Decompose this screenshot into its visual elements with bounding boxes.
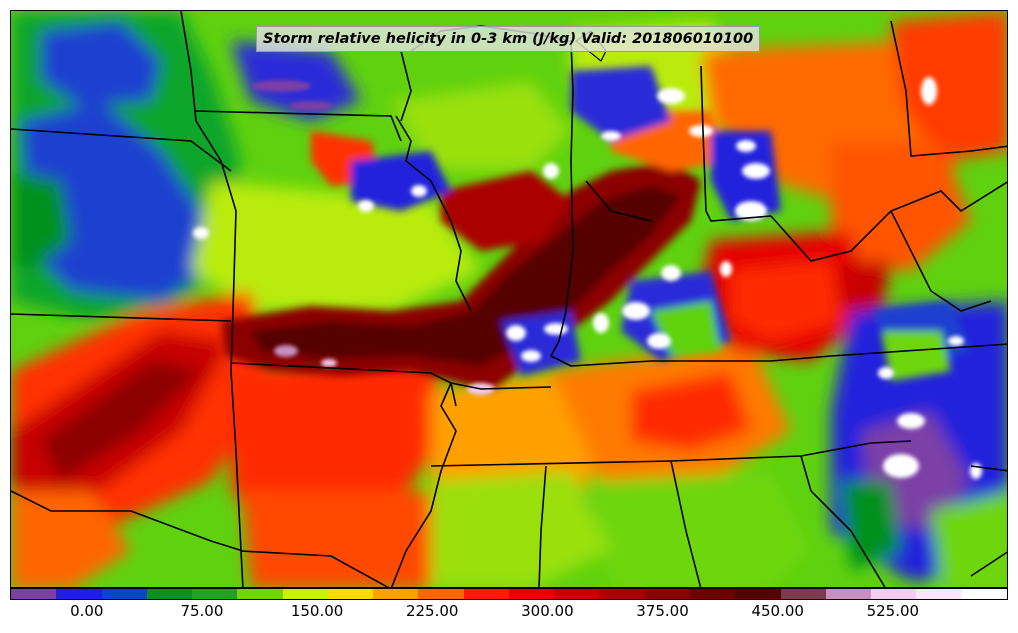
colorbar-tick-label: 225.00	[405, 602, 459, 620]
colorbar-tick-label: 75.00	[180, 602, 224, 620]
helicity-map: Storm relative helicity in 0-3 km (J/kg)…	[10, 10, 1008, 588]
colorbar-swatch	[780, 589, 826, 599]
colorbar	[10, 588, 1008, 600]
colorbar-swatch	[689, 589, 736, 599]
colorbar-swatch	[418, 589, 464, 599]
colorbar-tick-label: 375.00	[636, 602, 689, 620]
colorbar-swatch	[644, 589, 690, 599]
colorbar-swatch	[599, 589, 645, 599]
colorbar-tick-label: 0.00	[70, 602, 104, 620]
colorbar-tick-label: 450.00	[751, 602, 804, 620]
colorbar-swatch	[735, 589, 781, 599]
colorbar-swatch	[146, 589, 193, 599]
colorbar-swatch	[554, 589, 600, 599]
field-broad	[11, 11, 1007, 587]
colorbar-swatch	[961, 589, 1007, 599]
colorbar-swatch	[192, 589, 238, 599]
colorbar-swatch	[237, 589, 283, 599]
colorbar-swatch	[373, 589, 419, 599]
state-borders	[11, 11, 1007, 587]
field-peaks	[193, 77, 982, 479]
colorbar-swatch	[463, 589, 509, 599]
colorbar-swatch	[101, 589, 147, 599]
colorbar-tick-label: 525.00	[866, 602, 920, 620]
colorbar-swatch	[871, 589, 917, 599]
colorbar-swatch	[327, 589, 374, 599]
colorbar-swatch	[825, 589, 872, 599]
field-core	[221, 66, 971, 391]
colorbar-tick-label: 150.00	[290, 602, 344, 620]
map-canvas	[11, 11, 1007, 587]
colorbar-swatch	[282, 589, 328, 599]
colorbar-swatch	[56, 589, 102, 599]
colorbar-tick-label: 300.00	[521, 602, 574, 620]
colorbar-ticks: 0.00 75.00 150.00 225.00 300.00 375.00 450.00 5…	[0, 602, 1018, 626]
colorbar-swatch	[11, 589, 57, 599]
colorbar-swatch	[508, 589, 555, 599]
colorbar-swatch	[916, 589, 962, 599]
map-title: Storm relative helicity in 0-3 km (J/kg)…	[256, 26, 761, 52]
